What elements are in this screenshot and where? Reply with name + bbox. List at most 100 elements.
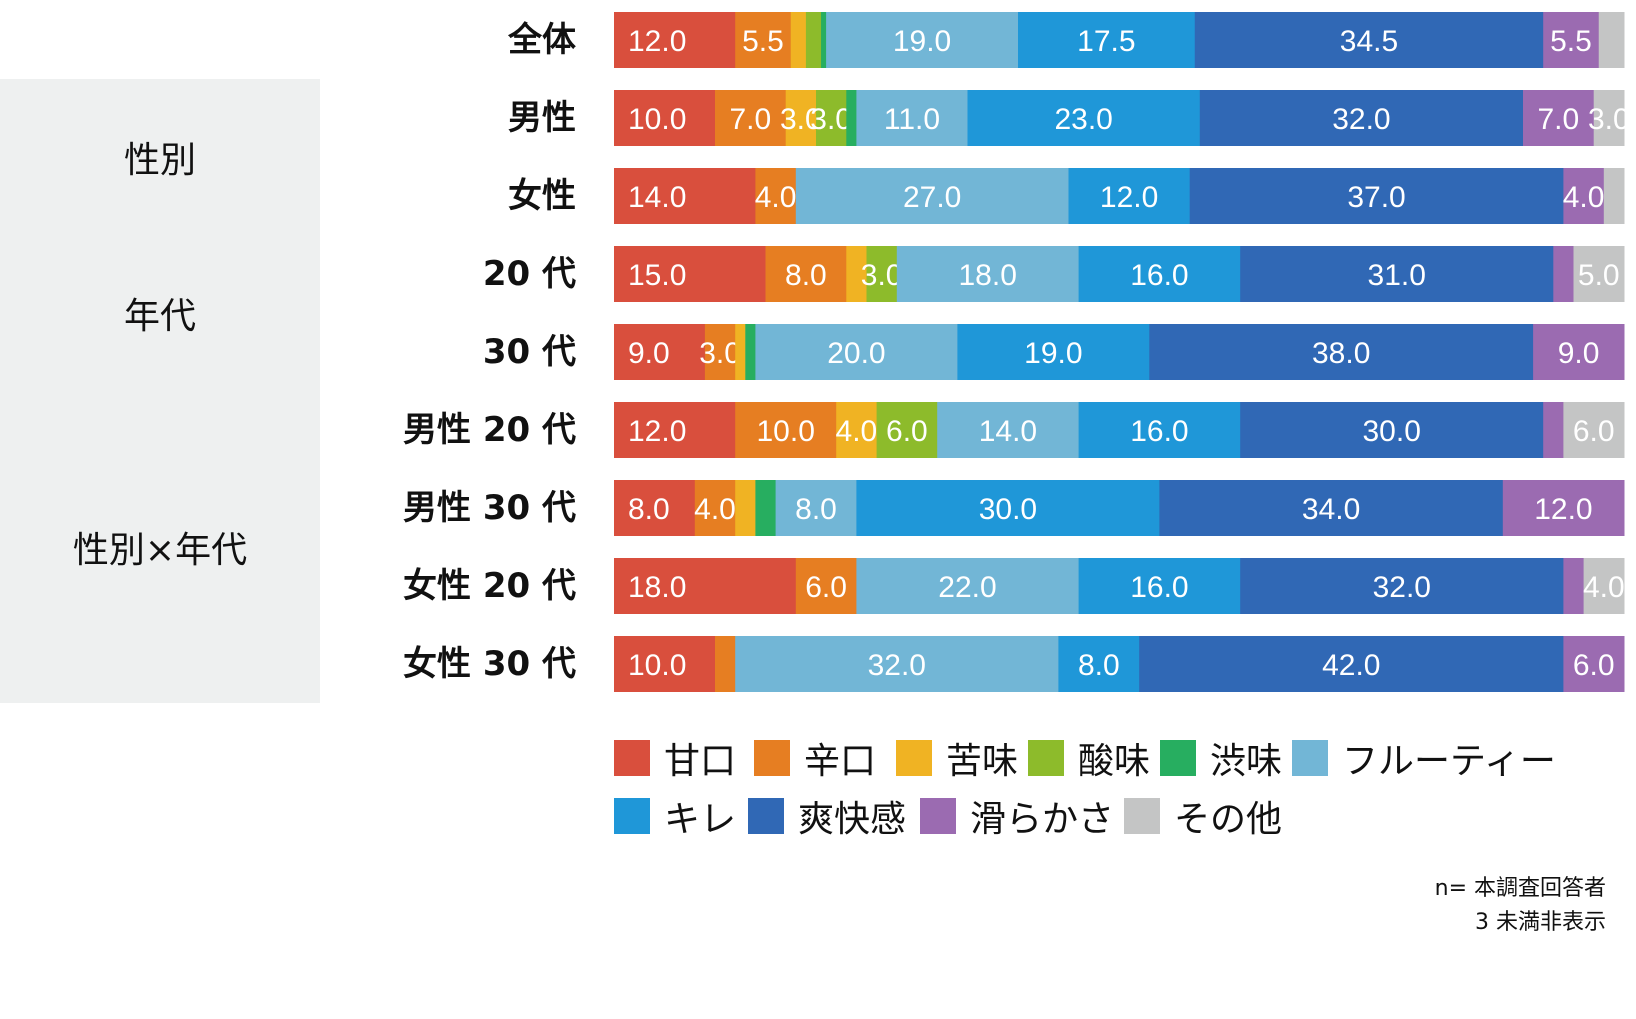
bar-segment: [846, 90, 857, 146]
bar-segment: [1543, 12, 1600, 68]
legend-item: 酸味: [1028, 738, 1150, 782]
data-label: 15.0: [628, 259, 686, 292]
data-label: 38.0: [1312, 337, 1370, 370]
note-threshold: 3 未満非表示: [1475, 910, 1606, 935]
data-label: 9.0: [628, 337, 670, 370]
bar-segment: [735, 12, 792, 68]
data-label: 22.0: [938, 571, 996, 604]
bar-segment: [1603, 168, 1625, 224]
row-label: 女性: [508, 176, 576, 216]
data-label: 12.0: [628, 415, 686, 448]
bar-segment: [735, 402, 837, 458]
bar-segment: [957, 324, 1150, 380]
data-label: 16.0: [1130, 259, 1188, 292]
bar-segment: [967, 90, 1201, 146]
data-label: 42.0: [1322, 649, 1380, 682]
bar-segment: [1058, 636, 1140, 692]
row-label: 女性 30 代: [403, 644, 576, 684]
row-label: 全体: [508, 20, 576, 60]
legend-swatch: [920, 798, 956, 834]
legend-label: 甘口: [664, 741, 737, 782]
data-label: 8.0: [1078, 649, 1120, 682]
bar-segment: [826, 12, 1019, 68]
data-label: 34.5: [1340, 25, 1398, 58]
legend-item: フルーティー: [1292, 738, 1556, 782]
data-label: 12.0: [1534, 493, 1592, 526]
bar-segment: [694, 480, 736, 536]
data-label: 5.0: [1578, 259, 1620, 292]
row-label: 30 代: [482, 332, 576, 372]
legend-swatch: [1292, 740, 1328, 776]
data-label: 3.0: [699, 337, 741, 370]
legend-label: 滑らかさ: [970, 799, 1115, 840]
bar-segment: [1199, 90, 1524, 146]
bar-segment: [876, 402, 938, 458]
bar-segment: [1078, 246, 1241, 302]
data-label: 17.5: [1077, 25, 1135, 58]
bar-segment: [1502, 480, 1625, 536]
data-label: 3.0: [861, 259, 903, 292]
data-label: 8.0: [795, 493, 837, 526]
data-label: 6.0: [1573, 415, 1615, 448]
data-label: 6.0: [1573, 649, 1615, 682]
data-label: 8.0: [628, 493, 670, 526]
data-label: 31.0: [1368, 259, 1426, 292]
bar-segment: [1149, 324, 1534, 380]
data-label: 10.0: [628, 649, 686, 682]
bar-segment: [614, 324, 706, 380]
data-label: 10.0: [628, 103, 686, 136]
data-label: 5.5: [1550, 25, 1592, 58]
legend-item: 辛口: [754, 738, 876, 782]
legend-swatch: [754, 740, 790, 776]
bar-segment: [1240, 558, 1564, 614]
data-label: 7.0: [729, 103, 771, 136]
legend-label: 苦味: [946, 741, 1019, 782]
data-label: 32.0: [1373, 571, 1431, 604]
bar-segment: [614, 246, 766, 302]
data-label: 4.0: [1583, 571, 1625, 604]
data-label: 14.0: [628, 181, 686, 214]
data-label: 16.0: [1130, 415, 1188, 448]
data-label: 8.0: [785, 259, 827, 292]
bar-segment: [1573, 246, 1625, 302]
data-label: 14.0: [979, 415, 1037, 448]
legend-label: 辛口: [804, 741, 877, 782]
bar-segment: [614, 168, 756, 224]
data-label: 19.0: [1024, 337, 1082, 370]
bar-segment: [1078, 558, 1241, 614]
data-label: 6.0: [886, 415, 928, 448]
bar-segment: [1553, 246, 1574, 302]
bar-segment: [755, 168, 797, 224]
data-label: 30.0: [1363, 415, 1421, 448]
legend-item: キレ: [614, 796, 736, 840]
bar-segment: [1240, 402, 1544, 458]
legend-item: 甘口: [614, 738, 736, 782]
bar-segment: [1078, 402, 1241, 458]
legend-swatch: [896, 740, 932, 776]
bar-segment: [614, 480, 696, 536]
data-label: 6.0: [805, 571, 847, 604]
legend-swatch: [1124, 798, 1160, 834]
bar-segment: [614, 12, 736, 68]
data-label: 20.0: [827, 337, 885, 370]
legend-item: 苦味: [896, 738, 1018, 782]
legend-label: 酸味: [1078, 741, 1151, 782]
bar-segment: [745, 324, 756, 380]
bar-segment: [1598, 12, 1625, 68]
data-label: 4.0: [836, 415, 878, 448]
bar-segment: [755, 324, 958, 380]
row-label: 20 代: [482, 254, 576, 294]
legend-swatch: [614, 798, 650, 834]
bar-segment: [1543, 402, 1564, 458]
data-label: 18.0: [628, 571, 686, 604]
group-label: 年代: [0, 235, 320, 391]
stacked-bar-chart: 12.0 5.5 19.0 17.5 34.5 5.510.0 7.0 3.03.0 11.0 2…: [614, 12, 1625, 692]
group-label: 性別×年代: [0, 391, 320, 703]
bar-segment: [735, 636, 1059, 692]
data-label: 23.0: [1054, 103, 1112, 136]
data-label: 4.0: [694, 493, 736, 526]
bar-segment: [1194, 12, 1544, 68]
data-label: 32.0: [868, 649, 926, 682]
bar-segment: [1189, 168, 1564, 224]
bar-segment: [866, 246, 898, 302]
